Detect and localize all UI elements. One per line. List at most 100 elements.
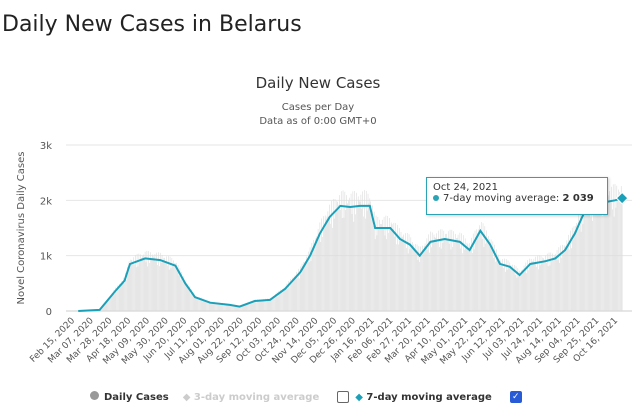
daily-bar [148, 251, 149, 311]
daily-bar [242, 305, 244, 311]
daily-bar [544, 259, 545, 311]
daily-bar [366, 210, 368, 311]
daily-bar [408, 234, 410, 311]
daily-bar [348, 200, 349, 311]
daily-bar [130, 259, 132, 311]
legend-3day[interactable]: ◆ 3-day moving average [182, 391, 320, 403]
daily-bar [192, 292, 194, 311]
daily-bar [513, 265, 515, 311]
daily-bar [250, 302, 251, 311]
daily-bar [356, 192, 357, 311]
daily-bar [319, 222, 321, 311]
daily-bar [529, 258, 530, 311]
daily-bar [141, 258, 142, 311]
diamond-icon: ◆ [355, 391, 363, 403]
daily-bar [390, 222, 392, 311]
checkbox-3day[interactable] [337, 391, 350, 403]
daily-bar [442, 242, 444, 311]
daily-bar [308, 262, 310, 311]
daily-bar [271, 298, 273, 311]
daily-bar [416, 244, 418, 311]
chart-title: Daily New Cases [256, 74, 381, 92]
daily-bar [475, 241, 477, 311]
daily-bar [425, 247, 427, 311]
daily-bar [378, 229, 380, 311]
daily-bar [189, 286, 190, 311]
daily-bar [443, 230, 445, 311]
daily-bar [238, 306, 240, 311]
daily-bar [116, 291, 117, 311]
daily-bar [447, 238, 448, 311]
daily-bar [199, 297, 200, 311]
daily-bar [258, 299, 260, 311]
daily-bar [193, 296, 195, 311]
daily-bar [331, 200, 332, 311]
daily-bar [370, 201, 371, 311]
daily-bar [524, 271, 526, 311]
daily-bar [540, 255, 542, 311]
daily-bar [497, 254, 499, 311]
daily-bar [234, 306, 236, 311]
daily-bar [129, 263, 131, 311]
daily-bar [454, 242, 455, 311]
daily-bar [268, 298, 270, 311]
daily-bar [226, 304, 228, 311]
daily-bar [167, 265, 168, 311]
daily-bar [523, 265, 525, 311]
daily-bar [597, 196, 599, 311]
daily-bar [585, 201, 586, 311]
legend-daily-cases[interactable]: Daily Cases [90, 391, 169, 403]
daily-bar [279, 294, 281, 311]
daily-bar [462, 253, 463, 311]
daily-bar [406, 233, 408, 311]
daily-bar [196, 297, 198, 311]
daily-bar [398, 228, 400, 311]
daily-bar [353, 221, 355, 311]
daily-bar [602, 215, 603, 311]
daily-bar [546, 262, 547, 311]
daily-bar [339, 195, 340, 311]
daily-bar [280, 289, 281, 311]
daily-bar [249, 302, 250, 311]
daily-bar [233, 304, 235, 311]
daily-bar [437, 242, 438, 311]
daily-bar [203, 301, 205, 311]
daily-bar [184, 281, 185, 311]
daily-bar [444, 237, 445, 311]
page-title: Daily New Cases in Belarus [2, 12, 302, 37]
daily-bar [521, 270, 522, 311]
daily-bar [317, 228, 319, 311]
daily-bar [126, 266, 128, 311]
daily-bar [485, 243, 487, 311]
daily-bar [464, 249, 465, 311]
daily-bar [445, 233, 446, 311]
daily-bar [476, 229, 478, 311]
daily-bar [274, 296, 275, 311]
daily-bar [502, 259, 503, 311]
daily-bar [474, 230, 476, 311]
daily-bar [258, 301, 259, 311]
daily-bar [398, 244, 399, 311]
daily-bar [265, 298, 266, 311]
daily-bar [160, 262, 162, 311]
daily-bar [178, 275, 180, 311]
daily-bar [486, 230, 487, 311]
daily-bar [175, 263, 176, 311]
daily-bar [448, 243, 450, 311]
daily-bar [143, 258, 145, 311]
daily-bar [619, 191, 620, 311]
daily-bar [497, 260, 498, 311]
daily-bar [537, 255, 538, 311]
daily-bar [530, 258, 532, 311]
daily-bar [214, 302, 215, 311]
daily-bar [533, 258, 535, 311]
daily-bar [296, 271, 297, 311]
daily-bar [493, 257, 495, 311]
daily-bar [481, 239, 483, 311]
daily-bar [305, 261, 306, 311]
daily-bar [522, 270, 524, 311]
daily-bar [577, 226, 578, 311]
checkbox-7day[interactable]: ✓ [509, 391, 522, 403]
legend-7day[interactable]: ◆ 7-day moving average [355, 392, 492, 403]
daily-bar [224, 303, 225, 311]
